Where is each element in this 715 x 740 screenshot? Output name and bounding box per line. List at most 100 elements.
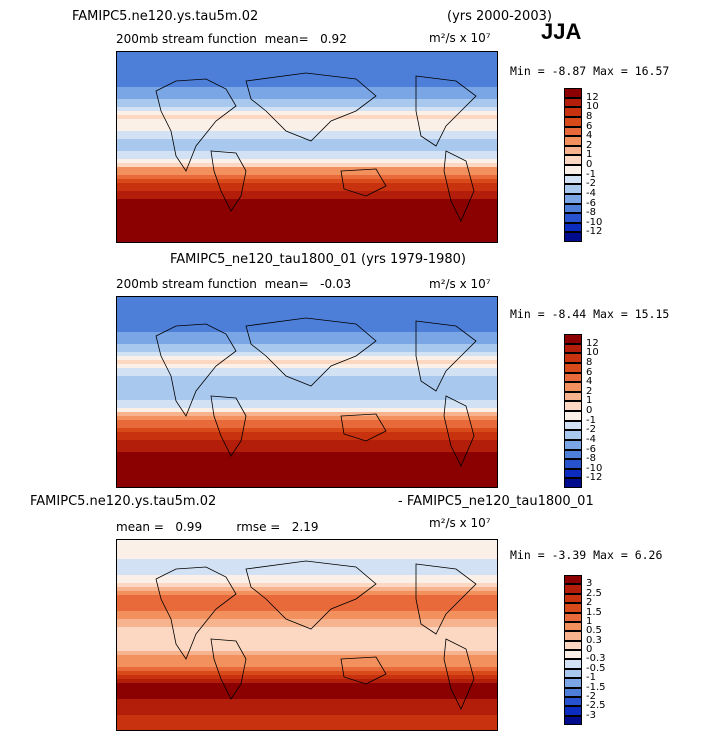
map-lat-band (116, 615, 498, 620)
map-lat-band (116, 444, 498, 449)
map-lat-band (116, 707, 498, 712)
map-lat-band (116, 723, 498, 728)
map-lat-band (116, 75, 498, 80)
colorbar-tick-label: 4 (586, 376, 593, 388)
colorbar-tick-label: 8 (586, 356, 593, 368)
panel1-max-label: Max = (593, 64, 628, 78)
coastline (155, 323, 237, 417)
map-lat-band (116, 231, 498, 236)
map-lat-band (116, 699, 498, 704)
map-lat-band (116, 567, 498, 572)
map-lat-band (116, 428, 498, 433)
colorbar-swatch (564, 362, 582, 373)
map-lat-band (116, 607, 498, 612)
colorbar-swatch (564, 372, 582, 383)
colorbar-tick-label: 1 (586, 149, 593, 161)
coastline (340, 656, 387, 685)
map-lat-band (116, 324, 498, 329)
map-lat-band (116, 603, 498, 608)
colorbar-tick-label: 12 (586, 91, 599, 103)
map-lat-band (116, 111, 498, 116)
panel3-colorbar: 3 2.5 2 1.5 1 0.5 0.3 0 -0.3 -0.5 -1 -1.5 -2 -2.5 -3 (564, 575, 606, 725)
map-lat-band (116, 675, 498, 680)
map-lat-band (116, 187, 498, 192)
map-lat-band (116, 115, 498, 120)
map-lat-band (116, 183, 498, 188)
colorbar-swatch (564, 165, 582, 175)
map-lat-band (116, 472, 498, 477)
map-lat-band (116, 579, 498, 584)
map-lat-band (116, 619, 498, 624)
panel3-units: m²/s x 10⁷ (429, 516, 491, 530)
panel3-stats: mean = 0.99 rmse = 2.19 (116, 521, 319, 533)
colorbar-tick-label: -4 (586, 187, 596, 199)
map-lat-band (116, 691, 498, 696)
panel1-minmax: Min = -8.87 Max = 16.57 (510, 64, 670, 78)
colorbar-tick-label: 2.5 (586, 587, 602, 599)
map-lat-band (116, 312, 498, 317)
map-lat-band (116, 563, 498, 568)
map-lat-band (116, 440, 498, 445)
map-lat-band (116, 207, 498, 212)
colorbar-tick-label: 0 (586, 405, 593, 416)
map-frame (116, 539, 498, 731)
map-lat-band (116, 703, 498, 708)
map-lat-band (116, 671, 498, 676)
map-lat-band (116, 380, 498, 385)
map-lat-band (116, 631, 498, 636)
panel2-subtitle: 200mb stream function mean= -0.03 (116, 278, 351, 290)
panel3-min-label: Min = (510, 548, 545, 562)
map-lat-band (116, 215, 498, 220)
map-lat-band (116, 388, 498, 393)
panel3-rmse-value: 2.19 (291, 520, 319, 534)
panel2-max-label: Max = (593, 307, 628, 321)
map-lat-band (116, 63, 498, 68)
map-lat-band (116, 595, 498, 600)
map-lat-band (116, 416, 498, 421)
map-lat-band (116, 151, 498, 156)
map-lat-band (116, 219, 498, 224)
map-lat-band (116, 715, 498, 720)
colorbar-tick-label: -1 (586, 672, 596, 684)
panel1-min-label: Min = (510, 64, 545, 78)
coastline (415, 75, 477, 147)
panel2-mean-value: -0.03 (320, 277, 352, 291)
map-lat-band (116, 139, 498, 144)
coastline (210, 638, 247, 700)
map-lat-band (116, 647, 498, 652)
panel2-mean-label: mean= (264, 277, 309, 291)
map-lat-band (116, 679, 498, 684)
colorbar-swatch (564, 593, 582, 604)
colorbar-swatch (564, 678, 582, 688)
map-lat-band (116, 599, 498, 604)
panel3-min-value: -3.39 (551, 548, 587, 562)
panel1-max-value: 16.57 (634, 64, 670, 78)
map-lat-band (116, 587, 498, 592)
colorbar-swatch (564, 353, 582, 363)
map-lat-band (116, 199, 498, 204)
panel1-header-right: (yrs 2000-2003) (447, 9, 552, 24)
panel2-min-value: -8.44 (551, 307, 587, 321)
map-lat-band (116, 583, 498, 588)
colorbar-swatch (564, 575, 582, 585)
colorbar-tick-label: 4 (586, 130, 593, 142)
colorbar-swatch (564, 459, 582, 469)
map-lat-band (116, 659, 498, 664)
map-lat-band (116, 400, 498, 405)
coastline (443, 638, 475, 710)
colorbar-tick-label: 1.5 (586, 606, 602, 618)
map-lat-band (116, 396, 498, 401)
map-lat-band (116, 119, 498, 124)
colorbar-swatch (564, 184, 582, 194)
map-lat-band (116, 67, 498, 72)
colorbar-swatch (564, 382, 582, 392)
coastline (340, 168, 387, 197)
colorbar-swatch (564, 696, 582, 707)
colorbar-tick-label: -4 (586, 433, 596, 445)
colorbar-swatch (564, 88, 582, 98)
colorbar-swatch (564, 232, 582, 242)
colorbar-swatch (564, 116, 582, 127)
map-frame (116, 51, 498, 243)
colorbar-tick-label: -6 (586, 443, 596, 455)
map-lat-band (116, 308, 498, 313)
